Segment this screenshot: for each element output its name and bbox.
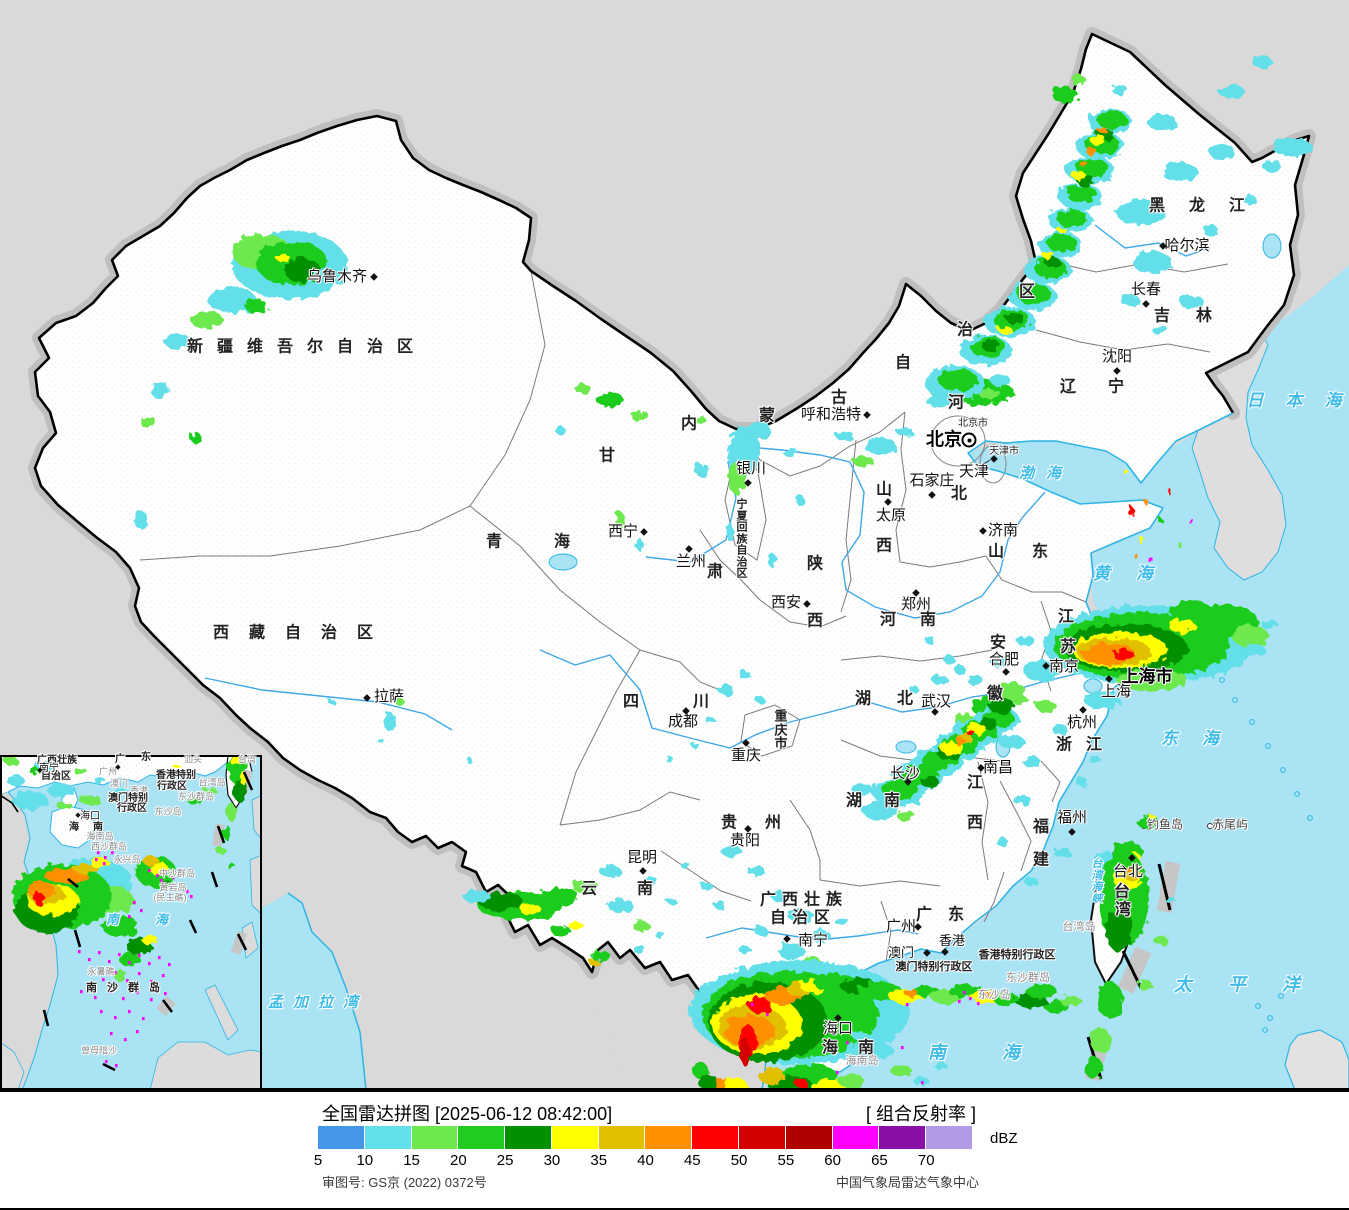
legend-tick-label: 15 [403, 1152, 420, 1169]
legend-product-label: [ 组合反射率 ] [866, 1100, 976, 1126]
legend-color-swatch [833, 1126, 879, 1149]
legend-title: 全国雷达拼图 [2025-06-12 08:42:00] [322, 1100, 612, 1126]
china-radar-map [0, 0, 1349, 1090]
capital-marker [962, 433, 977, 448]
data-source-credit: 中国气象局雷达气象中心 [836, 1172, 979, 1191]
legend-color-swatch [318, 1126, 364, 1149]
legend-color-swatch [552, 1126, 598, 1149]
legend-tick-label: 55 [778, 1152, 795, 1169]
legend-panel: 全国雷达拼图 [2025-06-12 08:42:00] [ 组合反射率 ] 5… [0, 1090, 1349, 1210]
legend-tick-label: 30 [544, 1152, 561, 1169]
map-approval-number: 审图号: GS京 (2022) 0372号 [322, 1172, 487, 1191]
legend-color-swatch [879, 1126, 925, 1149]
legend-tick-label: 65 [871, 1152, 888, 1169]
legend-tick-label: 20 [450, 1152, 467, 1169]
legend-color-swatch [692, 1126, 738, 1149]
south-china-sea-inset [0, 752, 262, 1090]
legend-tick-label: 45 [684, 1152, 701, 1169]
legend-tick-label: 5 [314, 1152, 322, 1169]
legend-color-swatch [365, 1126, 411, 1149]
legend-tick-label: 70 [918, 1152, 935, 1169]
legend-color-swatch [505, 1126, 551, 1149]
legend-color-swatch [412, 1126, 458, 1149]
legend-color-swatch [599, 1126, 645, 1149]
legend-color-swatch [926, 1126, 972, 1149]
legend-color-swatch [786, 1126, 832, 1149]
legend-tick-label: 60 [824, 1152, 841, 1169]
legend-tick-label: 10 [356, 1152, 373, 1169]
legend-tick-row: 5 10 15 20 25 30 35 40 45 50 55 60 65 70 [0, 1152, 1349, 1172]
map-svg [0, 0, 1349, 1091]
legend-color-swatch [645, 1126, 691, 1149]
legend-tick-label: 25 [497, 1152, 514, 1169]
legend-color-swatch [739, 1126, 785, 1149]
legend-unit-label: dBZ [990, 1130, 1018, 1147]
legend-tick-label: 50 [731, 1152, 748, 1169]
legend-color-bar [318, 1126, 973, 1149]
legend-tick-label: 35 [590, 1152, 607, 1169]
legend-color-swatch [458, 1126, 504, 1149]
legend-tick-label: 40 [637, 1152, 654, 1169]
